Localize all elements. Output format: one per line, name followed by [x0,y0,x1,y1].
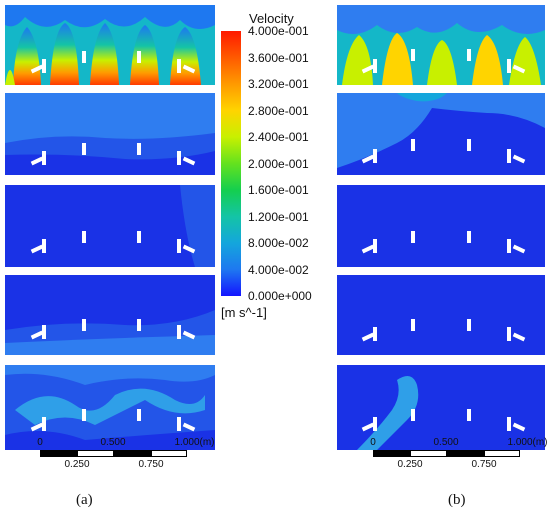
scale-label: 0.250 [397,459,423,470]
scale-segment [447,450,484,457]
legend-tick: 1.600e-001 [248,183,309,197]
scale-unit: (m) [199,437,215,448]
scale-segment [114,450,151,457]
figure-label-b: (b) [448,492,466,508]
scale-segment [151,450,187,457]
velocity-contour-b-3 [337,185,545,267]
legend-tick: 2.400e-001 [248,130,309,144]
scale-label: 1.000 [507,437,533,448]
legend-tick: 0.000e+000 [248,289,312,303]
velocity-contour-b-5 [337,365,545,450]
legend-units: [m s^-1] [221,305,267,320]
scale-bar-a: 0 0.500 1.000 (m) 0.250 0.750 [37,437,214,470]
velocity-contour-b-2 [337,93,545,175]
legend-tick: 8.000e-002 [248,236,309,250]
scale-label: 0 [370,437,376,448]
legend-tick: 4.000e-002 [248,262,309,277]
velocity-contour-a-1 [5,5,215,85]
scale-label: 0.250 [64,459,90,470]
scale-label: 0.500 [433,437,459,448]
scale-label: 0 [37,437,43,448]
scale-segment [484,450,520,457]
velocity-contour-a-2 [5,93,215,175]
scale-segment [77,450,114,457]
legend-title: Velocity [249,11,294,26]
figure-label-a: (a) [76,492,93,508]
legend-ticks: 4.000e-001 3.600e-001 3.200e-001 2.800e-… [248,25,348,302]
scale-segment [373,450,410,457]
velocity-contour-b-4 [337,275,545,355]
scale-label: 0.500 [100,437,126,448]
legend-tick: 4.000e-001 [248,24,309,38]
velocity-contour-a-5 [5,365,215,450]
scale-label: 0.750 [471,459,497,470]
inlet-marker [42,59,46,73]
velocity-contour-b-1 [337,5,545,85]
scale-label: 1.000 [174,437,200,448]
scale-bar-b: 0 0.500 1.000 (m) 0.250 0.750 [370,437,547,470]
velocity-contour-a-4 [5,275,215,355]
scale-segment [410,450,447,457]
scale-label: 0.750 [138,459,164,470]
legend-tick: 3.200e-001 [248,77,309,91]
legend-tick: 1.200e-001 [248,209,309,224]
legend-tick: 2.000e-001 [248,156,309,171]
scale-segment [40,450,77,457]
color-scale-bar [221,31,241,296]
legend-tick: 3.600e-001 [248,50,309,65]
legend-tick: 2.800e-001 [248,103,309,118]
scale-unit: (m) [532,437,548,448]
velocity-contour-a-3 [5,185,215,267]
